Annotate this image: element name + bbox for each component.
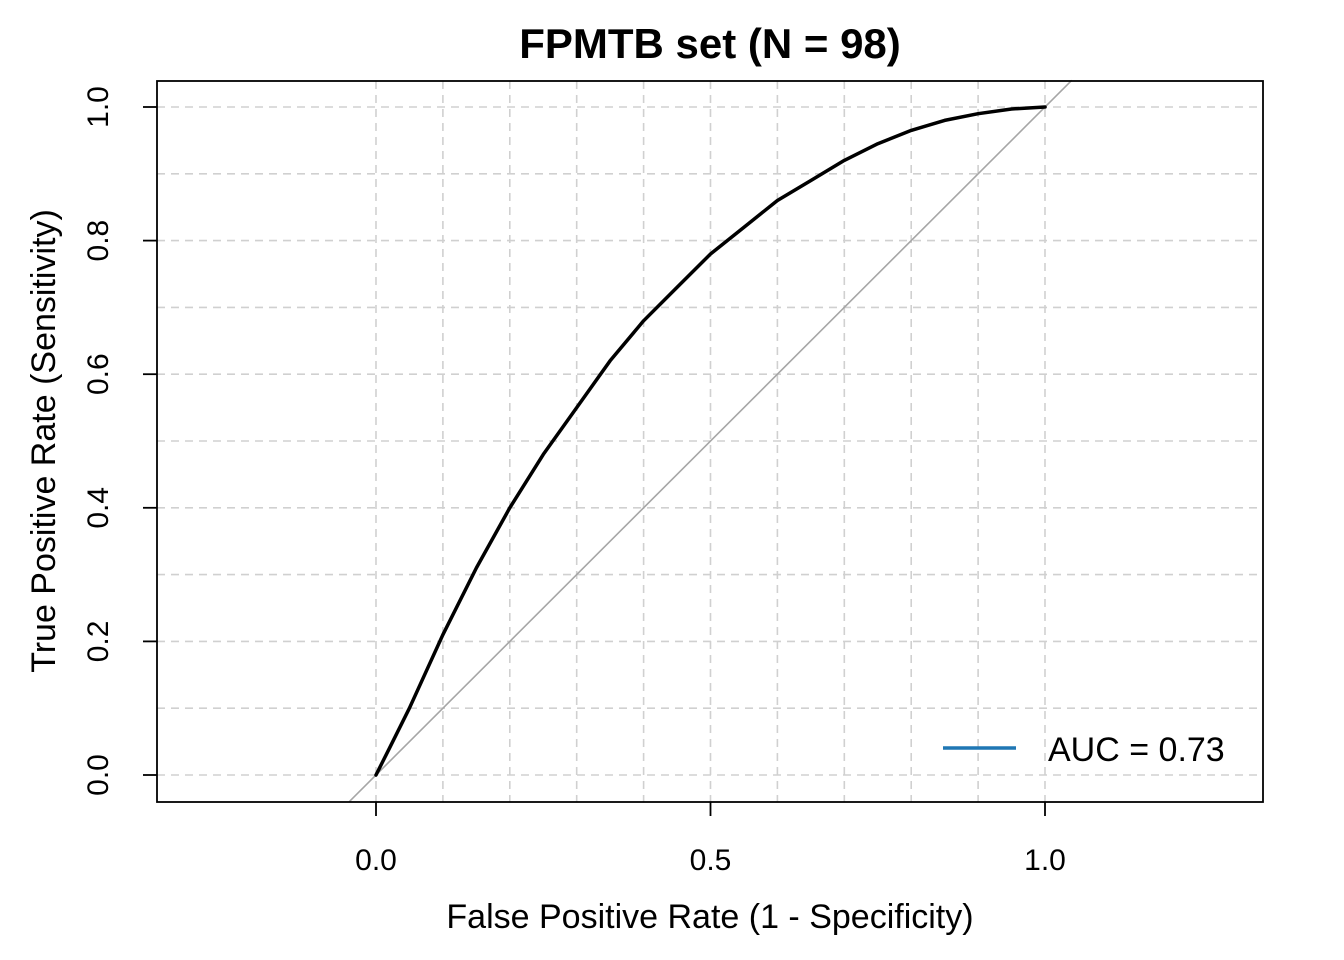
legend: AUC = 0.73: [943, 731, 1225, 769]
series-layer: [374, 105, 1047, 777]
x-tick-label: 1.0: [1024, 844, 1066, 877]
y-tick-label: 0.0: [82, 754, 115, 796]
y-tick-label: 0.4: [82, 487, 115, 529]
grid: [157, 81, 1263, 802]
y-tick-label: 0.2: [82, 621, 115, 663]
legend-label: AUC = 0.73: [1048, 731, 1225, 769]
reference-diagonal-line: [348, 79, 1073, 803]
roc-curve: [374, 105, 1047, 777]
x-tick-label: 0.5: [690, 844, 732, 877]
x-axis: 0.0 0.5 1.0: [355, 802, 1066, 877]
chart-title: FPMTB set (N = 98): [519, 20, 901, 67]
y-tick-label: 0.8: [82, 220, 115, 262]
x-tick-label: 0.0: [355, 844, 397, 877]
y-tick-label: 1.0: [82, 86, 115, 128]
y-axis-label: True Positive Rate (Sensitivity): [25, 209, 63, 673]
x-axis-label: False Positive Rate (1 - Specificity): [446, 898, 973, 936]
y-axis: 0.0 0.2 0.4 0.6 0.8 1.0: [82, 86, 157, 796]
y-tick-label: 0.6: [82, 353, 115, 395]
